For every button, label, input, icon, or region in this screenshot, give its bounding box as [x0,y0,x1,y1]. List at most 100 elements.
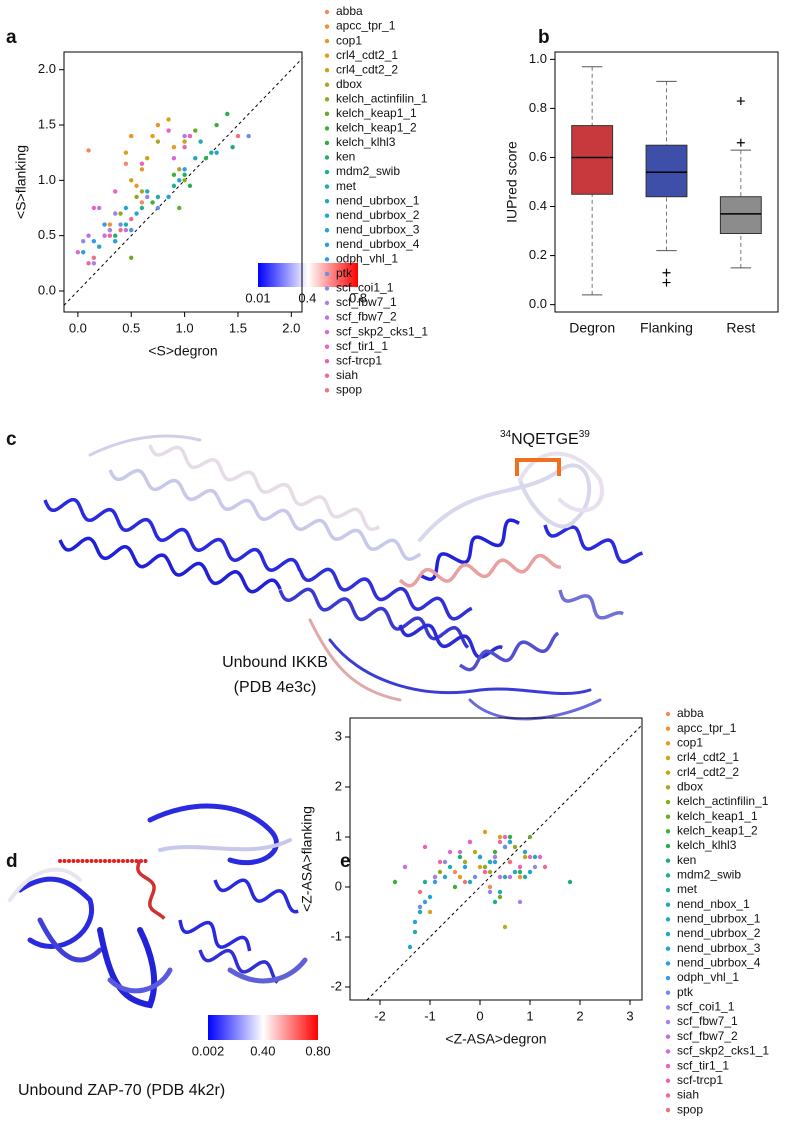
point [81,238,86,244]
point [527,854,533,860]
x-tick-label: -1 [424,1008,436,1023]
point [177,205,182,211]
legend-marker [324,271,330,277]
y-tick-label: 0 [335,878,342,893]
point [472,849,478,855]
y-tick-label: 1.0 [529,51,547,66]
point [432,874,438,880]
legend-marker [665,858,671,863]
point [86,148,91,153]
legend-marker [324,257,330,262]
point [123,205,129,211]
y-axis-label: IUPred score [504,141,520,223]
legend-marker [324,155,330,160]
legend-label: cop1 [677,736,703,750]
point [91,255,97,260]
legend-label: kelch_keap1_1 [336,106,417,120]
legend-marker [324,126,330,131]
point [166,194,171,200]
legend-marker [665,990,671,995]
point [527,869,533,875]
loop [328,638,592,696]
y-tick-label: 1.0 [38,172,56,187]
point [457,849,463,855]
helix [398,553,562,588]
point [457,874,463,880]
point [517,869,523,875]
legend-label: crl4_cdt2_2 [677,765,739,779]
point [155,139,161,144]
legend-label: ken [336,150,355,164]
helix [43,497,302,572]
legend-label: nend_ubrbox_1 [336,193,420,207]
point [487,859,493,865]
x-tick-label: 0.0 [69,320,87,335]
point [472,874,478,880]
legend-marker [324,184,330,189]
motif-bracket [515,458,561,476]
legend-label: scf_skp2_cks1_1 [677,1044,769,1058]
x-tick-label: 3 [626,1008,633,1023]
colorbar-tick-label: 0.40 [250,1043,275,1058]
diagonal [366,724,643,1001]
y-tick-label: -2 [330,978,342,993]
helix [558,589,624,620]
point [422,899,428,905]
loop [227,957,308,984]
point [442,874,448,880]
loop [418,463,592,542]
point [462,859,468,865]
point [402,864,408,870]
legend-marker [665,785,671,790]
x-tick-label: -2 [374,1008,386,1023]
colorbar-tick-label: 0.80 [305,1043,330,1058]
point [150,133,155,139]
legend-label: scf_skp2_cks1_1 [336,324,428,338]
legend-label: dbox [336,77,362,91]
legend-marker [324,140,330,146]
point [542,864,548,870]
point [522,854,528,860]
x-axis-label: <Z-ASA>degron [445,1031,546,1047]
y-tick-label: 3 [335,728,342,743]
legend-marker [665,755,671,761]
y-tick-label: 0.5 [38,227,56,242]
box [645,144,688,198]
outlier [662,268,671,277]
point [507,874,513,880]
point [432,879,438,885]
loop [518,451,604,513]
x-tick-label: 0 [476,1008,483,1023]
legend-label: abba [336,4,363,18]
point [182,144,187,150]
point [517,899,523,905]
helix [198,948,279,984]
legend-label: scf_fbw7_1 [336,295,397,309]
point [182,167,187,172]
y-axis-label: <S>flanking [13,145,29,219]
legend-marker [324,82,330,87]
loop [158,838,292,852]
loop [468,698,602,721]
legend-label: nend_ubrbox_2 [677,926,761,940]
point [107,227,113,233]
point [487,889,493,895]
point [75,250,81,255]
legend-label: crl4_cdt2_1 [336,48,398,62]
legend-marker [665,961,671,966]
legend-marker [324,228,330,233]
point [182,139,187,144]
legend-label: spop [677,1102,703,1116]
point [97,244,102,249]
legend-marker [665,1107,671,1113]
legend-marker [665,843,671,849]
point [150,200,155,205]
point [214,150,219,155]
point [102,222,107,227]
point [482,869,488,875]
motif-end: 39 [579,429,591,440]
x-tick-label: Rest [726,320,755,336]
x-tick-label: 1 [526,1008,533,1023]
point [452,884,458,890]
point [123,227,129,233]
